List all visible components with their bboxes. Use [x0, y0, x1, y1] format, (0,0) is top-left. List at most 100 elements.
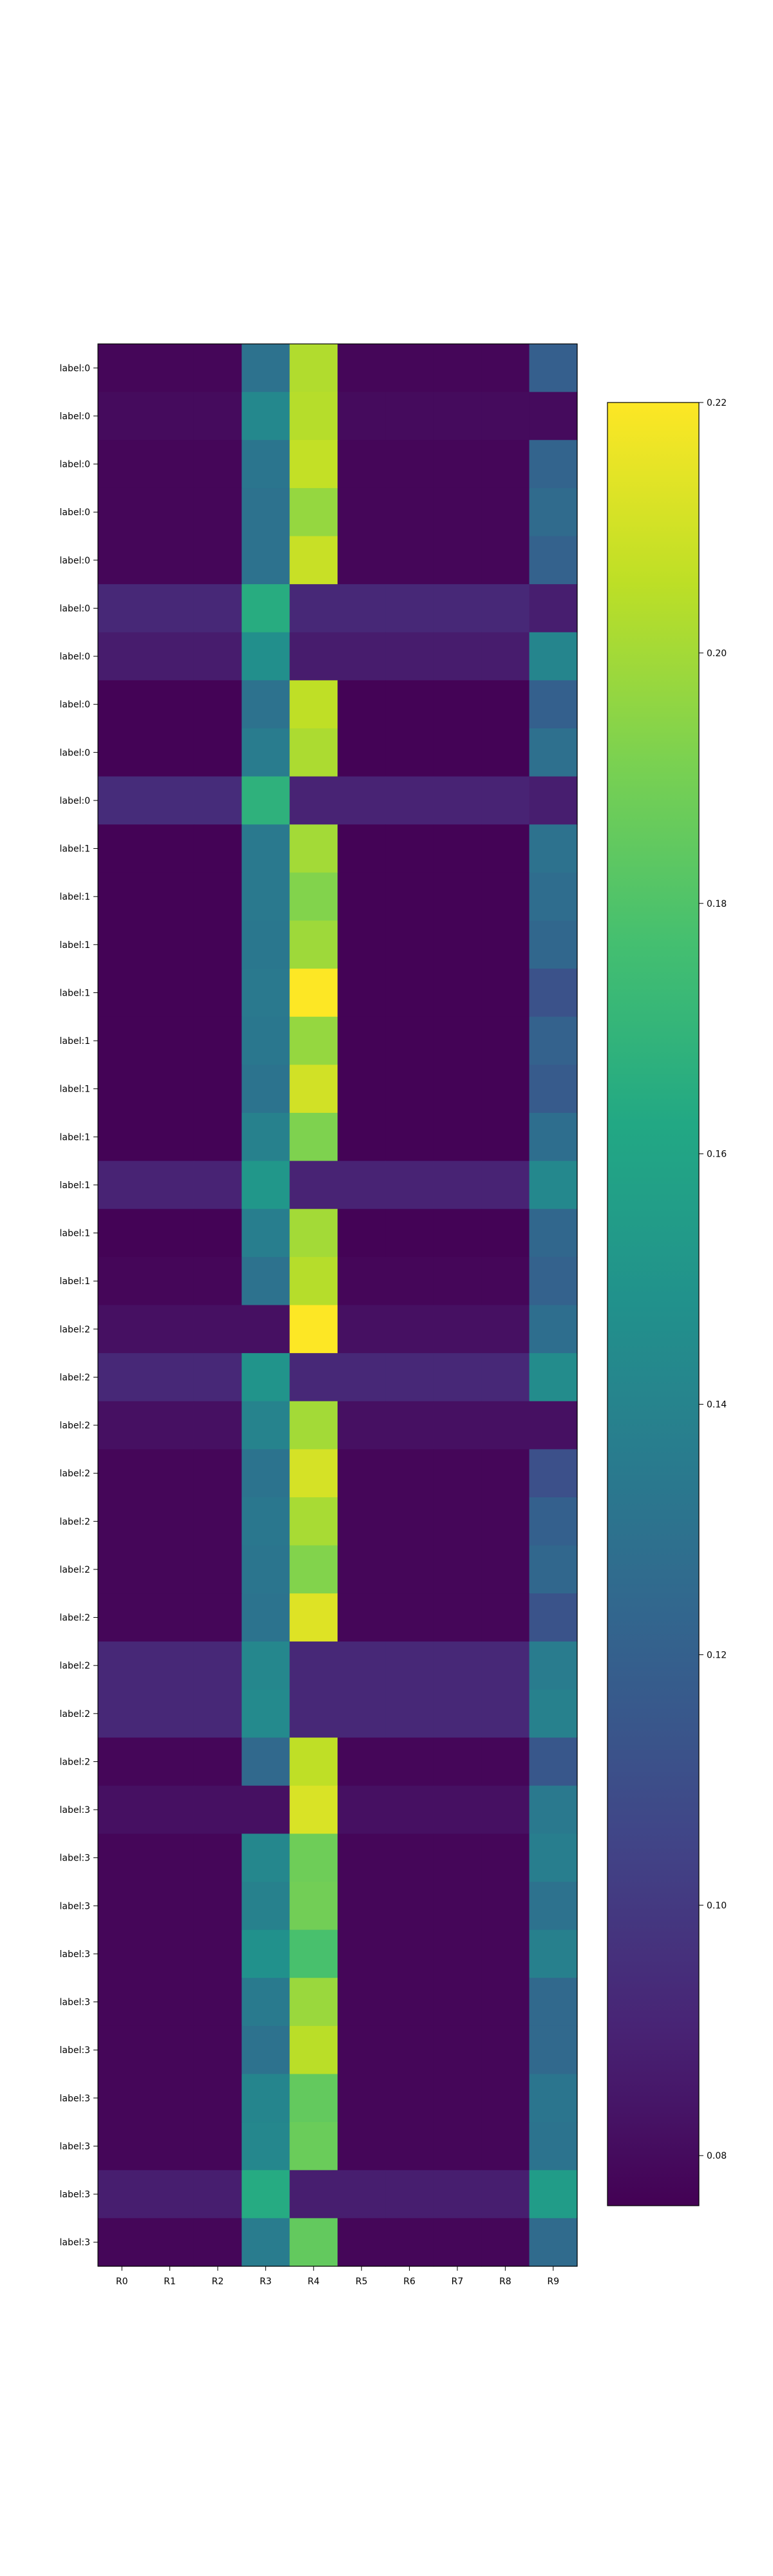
heatmap-cell — [338, 1593, 386, 1642]
heatmap-cell — [529, 1833, 578, 1882]
heatmap-cell — [385, 1113, 434, 1162]
col-tick-label: R7 — [452, 2277, 464, 2287]
heatmap-cell — [98, 2170, 146, 2219]
col-tick-label: R9 — [547, 2277, 559, 2287]
heatmap-cell — [529, 1545, 578, 1594]
heatmap-cell — [338, 872, 386, 922]
heatmap-cell — [433, 920, 482, 969]
heatmap-cell — [433, 969, 482, 1018]
heatmap-cell — [242, 1593, 291, 1642]
heatmap-cell — [338, 1641, 386, 1690]
heatmap-cell — [529, 1160, 578, 1209]
heatmap-cell — [529, 488, 578, 537]
heatmap-cell — [193, 1209, 242, 1258]
heatmap-cell — [385, 1353, 434, 1402]
heatmap-cell — [481, 1929, 530, 1978]
heatmap-cell — [529, 1689, 578, 1738]
heatmap-cell — [433, 1449, 482, 1498]
row-tick-label: label:1 — [60, 892, 90, 902]
heatmap-cell — [193, 392, 242, 440]
heatmap-cell — [193, 1353, 242, 1402]
colorbar-tick-label: 0.20 — [707, 649, 727, 659]
col-tick-label: R8 — [499, 2277, 511, 2287]
heatmap-cell — [98, 1209, 146, 1258]
heatmap-cell — [289, 344, 338, 393]
heatmap-cell — [289, 1401, 338, 1450]
heatmap-cell — [289, 392, 338, 440]
heatmap-cell — [289, 1785, 338, 1834]
colorbar — [607, 402, 699, 2206]
heatmap-cell — [98, 1929, 146, 1978]
heatmap-cell — [193, 1545, 242, 1594]
heatmap-cell — [385, 1641, 434, 1690]
heatmap-cell — [146, 536, 195, 585]
heatmap-cell — [433, 1593, 482, 1642]
heatmap-cell — [193, 1882, 242, 1931]
heatmap-cell — [146, 632, 195, 681]
heatmap-cell — [433, 872, 482, 922]
heatmap-cell — [242, 488, 291, 537]
heatmap-cell — [433, 1353, 482, 1402]
heatmap-cell — [193, 1593, 242, 1642]
heatmap-cell — [481, 1016, 530, 1065]
heatmap-cell — [98, 1016, 146, 1065]
heatmap-cell — [98, 584, 146, 633]
heatmap-cell — [146, 488, 195, 537]
heatmap-cell — [529, 728, 578, 777]
heatmap-cell — [289, 1353, 338, 1402]
heatmap-cell — [338, 488, 386, 537]
heatmap-cell — [98, 1785, 146, 1834]
heatmap-cell — [146, 1593, 195, 1642]
heatmap-cell — [289, 1065, 338, 1113]
heatmap-cell — [338, 1401, 386, 1450]
heatmap-cell — [529, 1497, 578, 1546]
heatmap-cell — [146, 728, 195, 777]
heatmap-cell — [98, 1833, 146, 1882]
heatmap-cell — [385, 920, 434, 969]
heatmap-cell — [481, 1978, 530, 2027]
heatmap-cell — [385, 680, 434, 729]
heatmap-cell — [146, 1785, 195, 1834]
heatmap-cell — [433, 1160, 482, 1209]
heatmap-cell — [193, 728, 242, 777]
colorbar-ticks: 0.08 0.10 0.12 0.14 0.16 0.18 0.20 0.22 — [699, 398, 727, 2161]
heatmap-cell — [385, 2025, 434, 2075]
heatmap-cell — [529, 2074, 578, 2123]
heatmap-cell — [146, 1545, 195, 1594]
row-tick-label: label:3 — [60, 1901, 90, 1911]
heatmap-cell — [193, 536, 242, 585]
heatmap-cell — [289, 1160, 338, 1209]
heatmap-cell — [146, 872, 195, 922]
heatmap-cell — [433, 2074, 482, 2123]
heatmap-cell — [289, 1641, 338, 1690]
heatmap-cell — [529, 872, 578, 922]
heatmap-cell — [481, 920, 530, 969]
heatmap-cell — [98, 344, 146, 393]
heatmap-cell — [385, 1929, 434, 1978]
heatmap-cell — [385, 1738, 434, 1786]
heatmap-cell — [433, 1256, 482, 1306]
heatmap-cell — [529, 2170, 578, 2219]
heatmap-cell — [146, 969, 195, 1018]
heatmap-cell — [193, 344, 242, 393]
heatmap-cell — [193, 969, 242, 1018]
heatmap-cell — [481, 1882, 530, 1931]
heatmap-cell — [98, 824, 146, 873]
row-tick-label: label:2 — [60, 1325, 90, 1335]
heatmap-cell — [146, 584, 195, 633]
heatmap-cell — [529, 2218, 578, 2267]
heatmap-cell — [242, 1113, 291, 1162]
row-tick-label: label:0 — [60, 700, 90, 710]
heatmap-cell — [338, 584, 386, 633]
colorbar-tick-label: 0.14 — [707, 1400, 727, 1410]
heatmap-cell — [242, 440, 291, 489]
heatmap-cell — [385, 1065, 434, 1113]
heatmap-cell — [433, 1401, 482, 1450]
heatmap-cell — [146, 2218, 195, 2267]
row-tick-label: label:1 — [60, 1229, 90, 1239]
heatmap-cell — [193, 1065, 242, 1113]
heatmap-cell — [338, 1305, 386, 1354]
heatmap-cell — [433, 1785, 482, 1834]
row-tick-label: label:3 — [60, 1853, 90, 1864]
